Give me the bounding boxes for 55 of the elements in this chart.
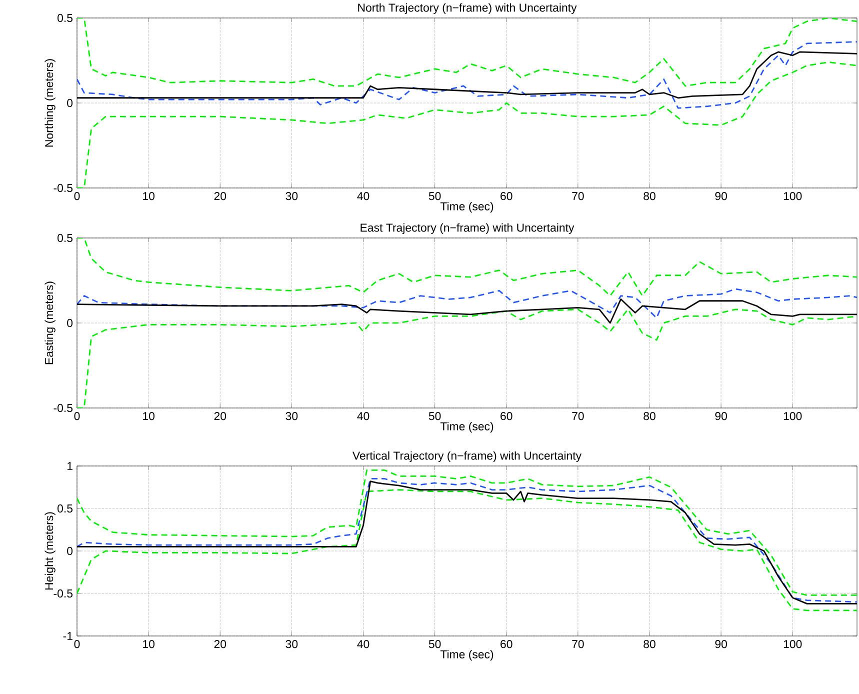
x-tick-label: 70: [572, 640, 584, 648]
x-tick-label: 50: [428, 192, 441, 200]
x-tick-label: 100: [784, 192, 802, 200]
x-axis-title: Time (sec): [440, 650, 494, 661]
x-tick-label: 60: [500, 192, 512, 200]
x-tick-label: 10: [143, 412, 154, 420]
x-tick-label: 80: [644, 192, 656, 200]
line-series: [77, 238, 858, 296]
x-tick-label: 10: [143, 640, 154, 648]
y-axis-title: Northing (meters): [44, 59, 56, 147]
x-tick-label: 30: [286, 192, 298, 200]
x-tick-label: 50: [428, 640, 441, 648]
x-tick-label: 60: [500, 412, 512, 420]
y-tick-label: 0: [67, 98, 73, 108]
y-tick-label: 1: [67, 462, 72, 470]
x-axis-title: Time (sec): [440, 422, 494, 433]
chart-title: Vertical Trajectory (n−frame) with Uncertainty: [352, 451, 582, 462]
chart-title: East Trajectory (n−frame) with Uncertainty: [360, 223, 574, 234]
y-tick-label: 0.5: [58, 504, 73, 513]
y-tick-label: -1: [63, 632, 72, 640]
x-tick-label: 50: [428, 412, 441, 420]
x-tick-label: 30: [286, 412, 298, 420]
x-tick-label: 0: [74, 412, 80, 420]
x-tick-label: 20: [214, 640, 226, 648]
x-tick-label: 90: [715, 640, 727, 648]
x-tick-label: 30: [286, 640, 298, 648]
y-tick-label: 0: [67, 318, 73, 328]
x-tick-label: 40: [357, 640, 370, 648]
x-tick-label: 40: [357, 412, 370, 420]
x-tick-label: 90: [715, 192, 727, 200]
y-tick-label: -0.5: [54, 589, 73, 598]
x-tick-label: 0: [74, 192, 80, 200]
x-tick-label: 70: [572, 192, 584, 200]
y-tick-label: -0.5: [54, 184, 73, 192]
x-tick-label: 100: [784, 640, 802, 648]
y-axis-title: Height (meters): [44, 512, 56, 590]
x-axis-title: Time (sec): [440, 202, 494, 213]
y-tick-label: 0.5: [58, 14, 73, 22]
x-tick-label: 0: [74, 640, 80, 648]
line-series: [77, 18, 858, 87]
x-tick-label: 40: [357, 192, 370, 200]
x-tick-label: 80: [644, 640, 656, 648]
x-tick-label: 20: [214, 192, 226, 200]
x-tick-label: 10: [143, 192, 154, 200]
y-tick-label: 0.5: [58, 234, 73, 242]
x-tick-label: 20: [214, 412, 226, 420]
x-tick-label: 70: [572, 412, 584, 420]
x-tick-label: 90: [715, 412, 727, 420]
chart-title: North Trajectory (n−frame) with Uncertainty: [358, 3, 577, 14]
x-tick-label: 60: [500, 640, 512, 648]
y-axis-title: Easting (meters): [44, 282, 56, 364]
y-tick-label: 0: [67, 546, 73, 556]
x-tick-label: 80: [644, 412, 656, 420]
y-tick-label: -0.5: [54, 404, 73, 412]
x-tick-label: 100: [784, 412, 802, 420]
